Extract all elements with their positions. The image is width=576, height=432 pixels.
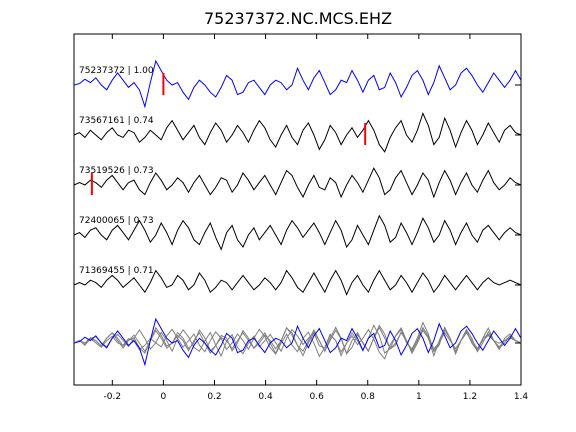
overlay-highlight-trace [73,317,522,367]
x-tick-label: 1 [416,392,422,402]
x-tick-label: 1.4 [514,392,529,402]
trace-label: 73567161 | 0.74 [79,116,154,126]
x-tick-label: 0.6 [309,392,324,402]
trace-label: 72400065 | 0.73 [79,216,154,226]
overlay-trace [73,324,522,358]
x-tick-label: -0.2 [104,392,122,402]
plot-area: 75237372 | 1.00 73567161 | 0.74 73519526 |… [73,33,529,402]
trace-label: 75237372 | 1.00 [79,66,154,76]
x-tick-label: 0.8 [361,392,376,402]
x-tick-label: 0.2 [207,392,221,402]
trace-line [73,269,522,296]
overlay-trace [73,326,522,355]
trace-line [73,214,522,251]
trace-label: 73519526 | 0.73 [79,166,154,176]
plot-frame [73,33,522,386]
x-tick-label: 0 [161,392,167,402]
trace-line [73,59,522,109]
chart-title: 75237372.NC.MCS.EHZ [204,9,392,28]
trace-line [73,167,522,199]
trace-label: 71369455 | 0.71 [79,266,154,276]
x-tick-label: 1.2 [463,392,477,402]
x-tick-label: 0.4 [258,392,273,402]
trace-line [73,112,522,153]
